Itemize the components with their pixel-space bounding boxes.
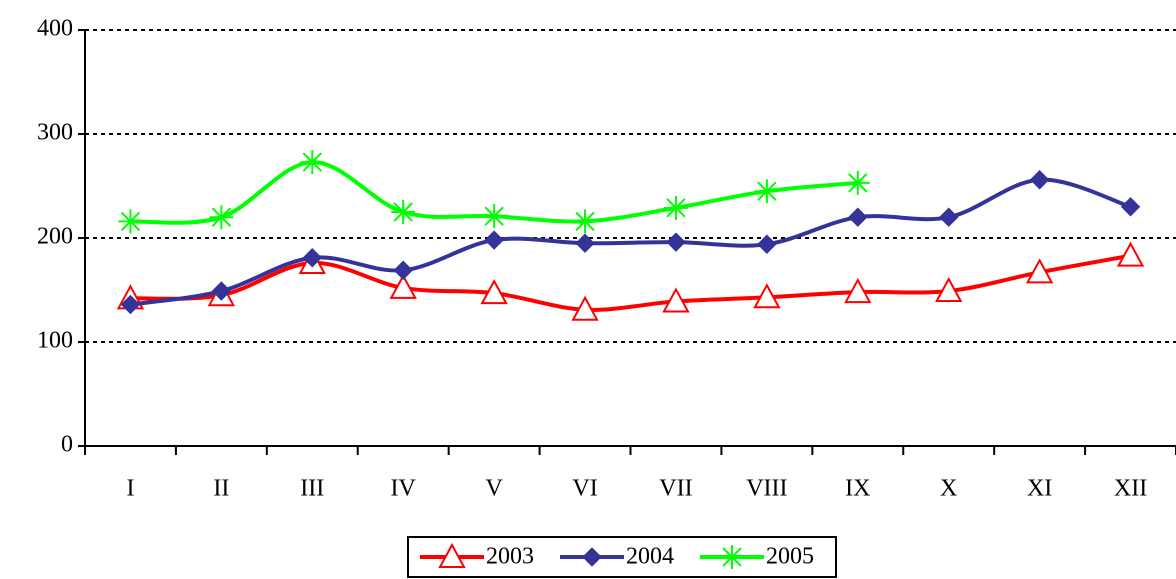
marker <box>209 205 234 230</box>
marker <box>575 233 595 253</box>
marker <box>1120 197 1141 217</box>
x-tick-label: V <box>485 476 503 502</box>
marker <box>848 207 868 227</box>
x-tick-label: III <box>300 476 324 502</box>
marker <box>480 279 508 305</box>
legend-marker <box>582 547 602 567</box>
y-tick-label: 0 <box>61 432 73 458</box>
x-tick-label: IX <box>845 476 870 502</box>
y-tick-label: 200 <box>37 224 73 250</box>
marker <box>935 276 963 303</box>
marker <box>939 207 959 227</box>
y-tick-label: 400 <box>37 16 73 42</box>
marker <box>118 209 143 234</box>
marker <box>389 273 417 299</box>
marker <box>1025 258 1054 284</box>
y-tick-label: 100 <box>37 328 73 354</box>
marker <box>753 283 781 309</box>
x-tick-label: VI <box>572 476 597 502</box>
marker <box>663 195 688 220</box>
marker <box>662 287 690 313</box>
marker <box>393 260 413 280</box>
x-tick-label: XII <box>1114 476 1147 502</box>
x-tick-label: IV <box>391 476 417 502</box>
legend-marker <box>438 542 466 568</box>
x-tick-label: X <box>940 476 957 502</box>
marker <box>1029 170 1050 190</box>
legend-label: 2004 <box>626 544 674 570</box>
marker <box>120 294 141 315</box>
legend-marker <box>720 545 744 569</box>
marker <box>302 248 322 268</box>
y-tick-label: 300 <box>37 120 73 146</box>
marker <box>391 200 416 224</box>
marker <box>571 295 599 321</box>
marker <box>482 204 507 229</box>
marker <box>757 234 777 254</box>
x-tick-label: VIII <box>746 476 787 502</box>
marker <box>211 281 232 301</box>
marker <box>1116 241 1145 267</box>
marker <box>845 170 870 195</box>
x-tick-label: I <box>126 476 134 502</box>
series-line <box>130 253 1131 312</box>
marker <box>666 232 686 252</box>
legend-label: 2003 <box>486 544 534 570</box>
x-tick-label: XI <box>1027 476 1052 502</box>
marker <box>754 179 779 204</box>
x-tick-label: II <box>213 476 229 502</box>
x-tick-label: VII <box>659 476 692 502</box>
marker <box>573 209 598 234</box>
marker <box>484 230 504 250</box>
marker <box>844 277 872 304</box>
marker <box>300 150 325 175</box>
legend-label: 2005 <box>766 544 814 570</box>
